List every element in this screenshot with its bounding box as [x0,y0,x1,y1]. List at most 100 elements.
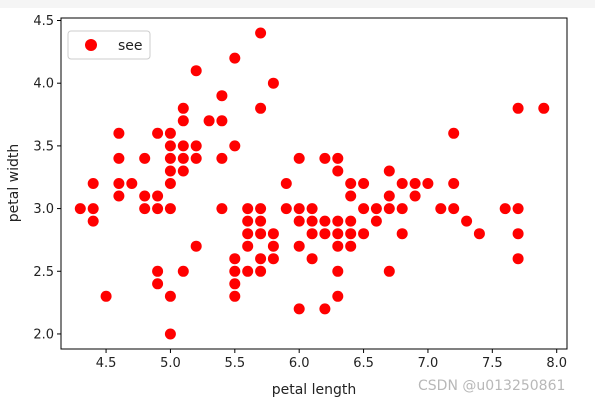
data-point [190,240,202,252]
data-point [255,253,267,265]
data-point [203,115,215,127]
data-point [152,278,164,290]
data-point [332,215,344,227]
data-point [139,203,151,215]
data-point [512,253,524,265]
data-point [190,65,202,77]
data-point [216,203,228,215]
data-point [319,228,331,240]
data-point [229,290,241,302]
data-point [255,203,267,215]
x-tick-label: 8.0 [546,356,567,371]
data-point [100,290,112,302]
data-point [332,165,344,177]
data-point [396,178,408,189]
data-point [190,152,202,164]
data-point [255,102,267,114]
data-point [345,178,357,189]
data-point [267,253,279,265]
data-point [255,265,267,277]
data-point [370,215,382,227]
y-tick-label: 3.5 [33,139,54,154]
data-point [332,240,344,252]
data-point [242,203,254,215]
data-point [164,290,176,302]
x-tick-label: 7.0 [418,356,439,371]
data-point [164,127,176,139]
data-point [293,203,305,215]
data-point [512,102,524,114]
data-point [139,152,151,164]
data-point [177,140,189,152]
data-point [435,203,447,215]
data-point [152,190,164,202]
data-point [267,228,279,240]
data-point [177,102,189,114]
data-point [229,140,241,152]
x-tick-label: 7.5 [482,356,503,371]
data-point [113,127,125,139]
data-point [293,240,305,252]
data-point [229,52,241,64]
y-tick-label: 4.5 [33,14,54,29]
data-point [332,265,344,277]
top-band [0,0,595,8]
x-tick-label: 6.0 [289,356,310,371]
legend-box [67,30,151,60]
data-point [538,102,550,114]
data-point [383,165,395,177]
data-point [473,228,485,240]
data-point [113,190,125,202]
data-point [164,203,176,215]
data-point [319,303,331,315]
y-axis-ticks: 2.0 2.5 3.0 3.5 4.0 4.5 [33,14,61,342]
x-tick-label: 4.5 [96,356,117,371]
data-point [422,178,434,189]
x-axis-ticks: 4.5 5.0 5.5 6.0 6.5 7.0 7.5 8.0 [96,349,567,371]
data-point [87,178,99,189]
data-point [267,240,279,252]
x-axis-label: petal length [272,382,357,398]
data-point [164,165,176,177]
data-point [177,165,189,177]
data-point [396,203,408,215]
data-point [383,190,395,202]
data-point [229,253,241,265]
data-point [409,190,421,202]
data-point [345,228,357,240]
data-point [306,203,318,215]
data-point [345,215,357,227]
data-point [306,253,318,265]
data-point [242,240,254,252]
data-point [332,290,344,302]
data-point [87,203,99,215]
plot-area [60,17,568,350]
data-point [113,178,125,189]
data-point [255,228,267,240]
data-point [255,27,267,39]
data-point [177,115,189,127]
data-point [448,203,460,215]
data-point [229,265,241,277]
data-point [306,215,318,227]
data-point [293,215,305,227]
y-axis-label: petal width [6,144,22,223]
data-point [126,178,138,189]
data-point [499,203,511,215]
legend: see [67,30,151,60]
data-point [152,265,164,277]
data-point [396,228,408,240]
data-point [358,203,370,215]
data-point [448,178,460,189]
data-point [190,140,202,152]
data-point [332,152,344,164]
data-point [164,140,176,152]
data-point [152,127,164,139]
data-point [512,228,524,240]
legend-marker [85,39,97,51]
data-point [229,278,241,290]
y-tick-label: 4.0 [33,77,54,92]
x-tick-label: 6.5 [353,356,374,371]
data-point [293,152,305,164]
